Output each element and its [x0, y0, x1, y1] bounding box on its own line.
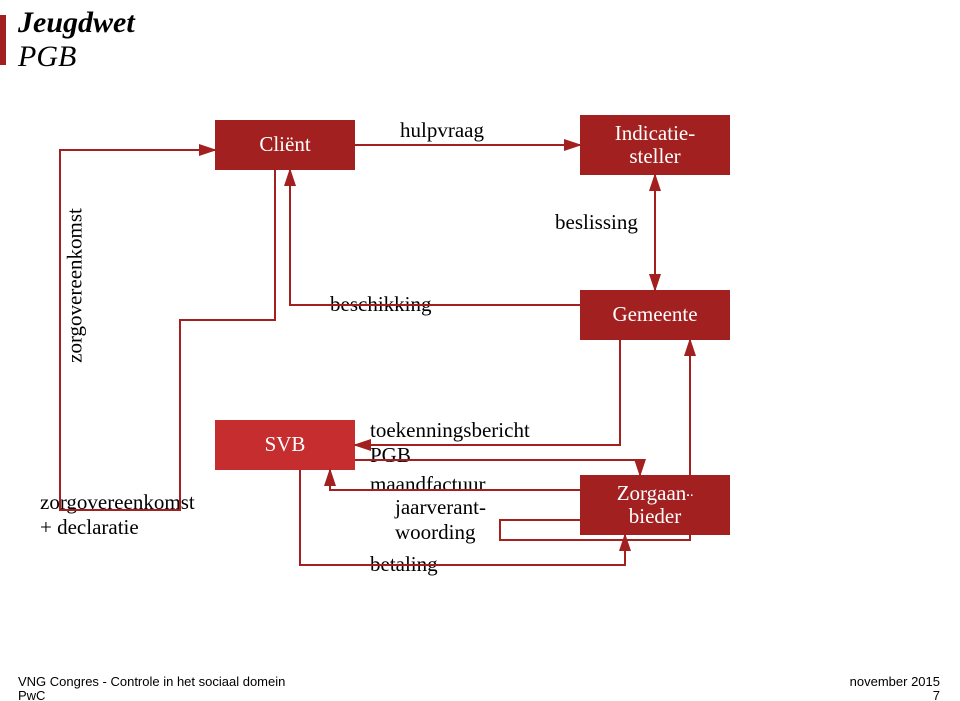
box-zorgaan: Zorgaan-bieder [580, 475, 730, 535]
page-subtitle: PGB [18, 40, 76, 74]
footer-right: november 2015 [850, 674, 940, 689]
footer-pwc: PwC [18, 688, 45, 701]
label-beschikking: beschikking [330, 292, 431, 317]
label-toekenningsbericht: toekenningsberichtPGB [370, 418, 530, 468]
footer-left: VNG Congres - Controle in het sociaal do… [18, 674, 285, 689]
diagram-arrows [0, 0, 960, 701]
label-hulpvraag: hulpvraag [400, 118, 484, 143]
gemeente-to-client [290, 170, 580, 305]
page-title: Jeugdwet [18, 6, 135, 40]
label-zorgov-decl: zorgovereenkomst+ declaratie [40, 490, 195, 540]
label-jaarverantwoording: jaarverant-woording [395, 495, 486, 545]
box-svb: SVB [215, 420, 355, 470]
label-beslissing: beslissing [555, 210, 638, 235]
label-maandfactuur: maandfactuur [370, 472, 485, 497]
box-indicatie: Indicatie-steller [580, 115, 730, 175]
footer-page: 7 [933, 688, 940, 701]
box-client: Cliënt [215, 120, 355, 170]
label-zorgovereenkomst-vertical: zorgovereenkomst [63, 186, 88, 386]
label-betaling: betaling [370, 552, 438, 577]
side-accent [0, 15, 6, 65]
box-gemeente: Gemeente [580, 290, 730, 340]
